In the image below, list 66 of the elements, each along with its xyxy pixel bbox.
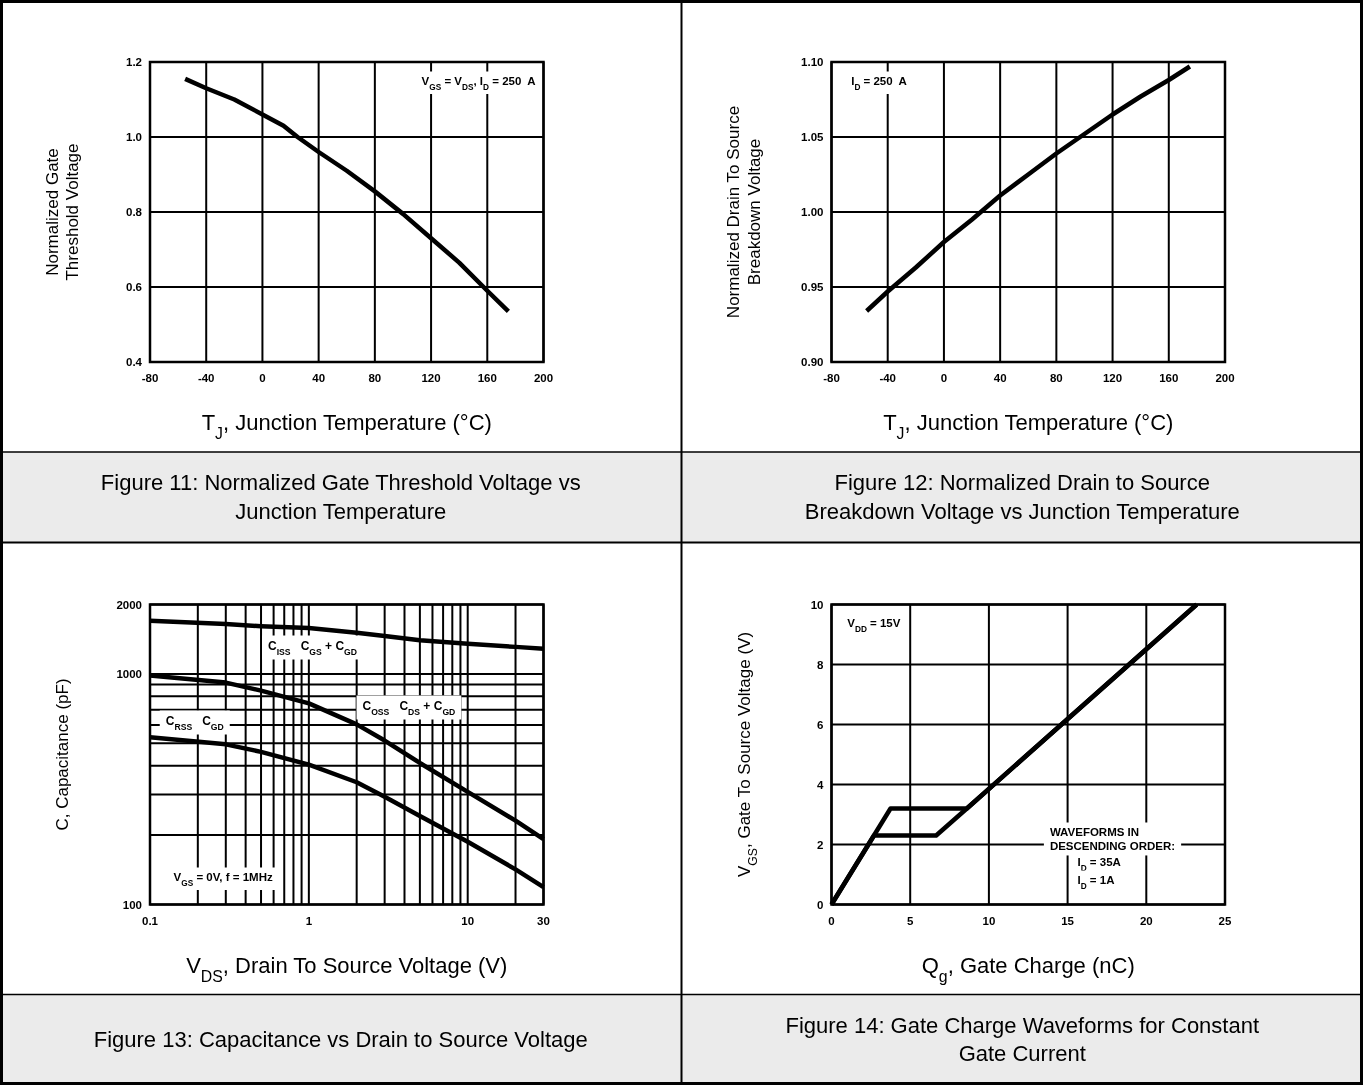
annotation: V$_{DD}$ = 15V [847, 617, 901, 634]
series-label: C$_{ISS}$ C$_{GS}$ + C$_{GD}$ [268, 638, 358, 657]
x-tick-label: 25 [1218, 914, 1232, 927]
x-tick-label: 30 [537, 914, 550, 927]
y-tick-label: 1.0 [126, 131, 142, 143]
x-tick-label: 80 [1049, 372, 1063, 384]
x-axis-title: T$_{J}$, Junction Temperature (°C) [201, 410, 492, 442]
y-tick-label: 2 [817, 838, 824, 851]
x-axis-title: T$_{J}$, Junction Temperature (°C) [883, 410, 1174, 442]
x-tick-label: 10 [461, 914, 475, 927]
x-tick-label: 0 [259, 372, 266, 384]
x-tick-label: 120 [421, 372, 441, 384]
x-tick-label: 15 [1061, 914, 1075, 927]
y-axis-title: C, Capacitance (pF) [53, 678, 72, 831]
series-label: C$_{RSS}$ C$_{GD}$ [165, 713, 224, 732]
y-tick-label: 0.95 [801, 281, 825, 293]
y-tick-label: 0.4 [126, 356, 143, 368]
y-tick-label: 0.8 [126, 206, 143, 218]
x-tick-label: -80 [823, 372, 840, 384]
x-axis-title: Q$_{g}$, Gate Charge (nC) [921, 952, 1135, 984]
annotation: I$_{D}$ = 1A [1077, 873, 1115, 890]
annotation: V$_{GS}$ = V$_{DS}$, I$_{D}$ = 250 A [421, 74, 536, 91]
x-tick-label: 0 [940, 372, 948, 384]
x-tick-label: 40 [993, 372, 1007, 384]
y-tick-label: 0.6 [126, 281, 142, 293]
y-axis-title: Normalized Drain To Source Breakdown Voltage [724, 105, 764, 319]
y-tick-label: 1.00 [801, 206, 824, 218]
text: Figure 12: Normalized Drain to Source Breakdown Voltage vs Junction Temperature [804, 470, 1240, 524]
x-tick-label: 160 [477, 372, 497, 384]
y-tick-label: 6 [817, 718, 824, 731]
x-tick-label: 10 [982, 914, 996, 927]
annotation: V$_{GS}$ = 0V, f = 1MHz [173, 870, 273, 887]
y-tick-label: 4 [817, 778, 825, 791]
x-tick-label: 0 [828, 914, 835, 927]
y-axis-title: Normalized Gate Threshold Voltage [42, 143, 83, 281]
y-tick-label: 2000 [116, 598, 142, 611]
x-tick-label: 160 [1159, 372, 1179, 384]
x-tick-label: 5 [907, 914, 914, 927]
y-tick-label: 100 [122, 898, 142, 911]
x-tick-label: 120 [1102, 372, 1123, 384]
x-tick-label: -80 [141, 372, 159, 384]
text: Figure 14: Gate Charge Waveforms for Constant Gate Current [785, 1012, 1260, 1067]
y-tick-label: 1.2 [126, 56, 142, 68]
y-tick-label: 8 [817, 658, 825, 671]
annotation: I$_{D}$ = 250 A [851, 74, 907, 91]
x-tick-label: 80 [368, 372, 382, 384]
y-tick-label: 0.90 [801, 356, 824, 368]
x-tick-label: 200 [533, 372, 554, 384]
x-axis-title: V$_{DS}$, Drain To Source Voltage (V) [186, 952, 508, 984]
annotation: WAVEFORMS IN DESCENDING ORDER: [1049, 825, 1176, 853]
x-tick-label: 1 [305, 914, 313, 927]
y-tick-label: 1.05 [801, 131, 825, 143]
text: Figure 13: Capacitance vs Drain to Source Voltage [93, 1026, 588, 1052]
y-tick-label: 1.10 [801, 56, 824, 68]
x-tick-label: 0.1 [142, 914, 159, 927]
y-tick-label: 0 [817, 898, 824, 911]
text: Figure 11: Normalized Gate Threshold Voltage vs Junction Temperature [100, 470, 581, 524]
y-tick-label: 10 [810, 598, 824, 611]
x-tick-label: -40 [879, 372, 897, 384]
x-tick-label: 200 [1215, 372, 1235, 384]
x-tick-label: 40 [312, 372, 326, 384]
series-label: C$_{OSS}$ C$_{DS}$ + C$_{GD}$ [362, 698, 456, 717]
y-tick-label: 1000 [116, 667, 142, 680]
annotation: I$_{D}$ = 35A [1077, 855, 1121, 872]
x-tick-label: -40 [197, 372, 215, 384]
x-tick-label: 20 [1139, 914, 1153, 927]
